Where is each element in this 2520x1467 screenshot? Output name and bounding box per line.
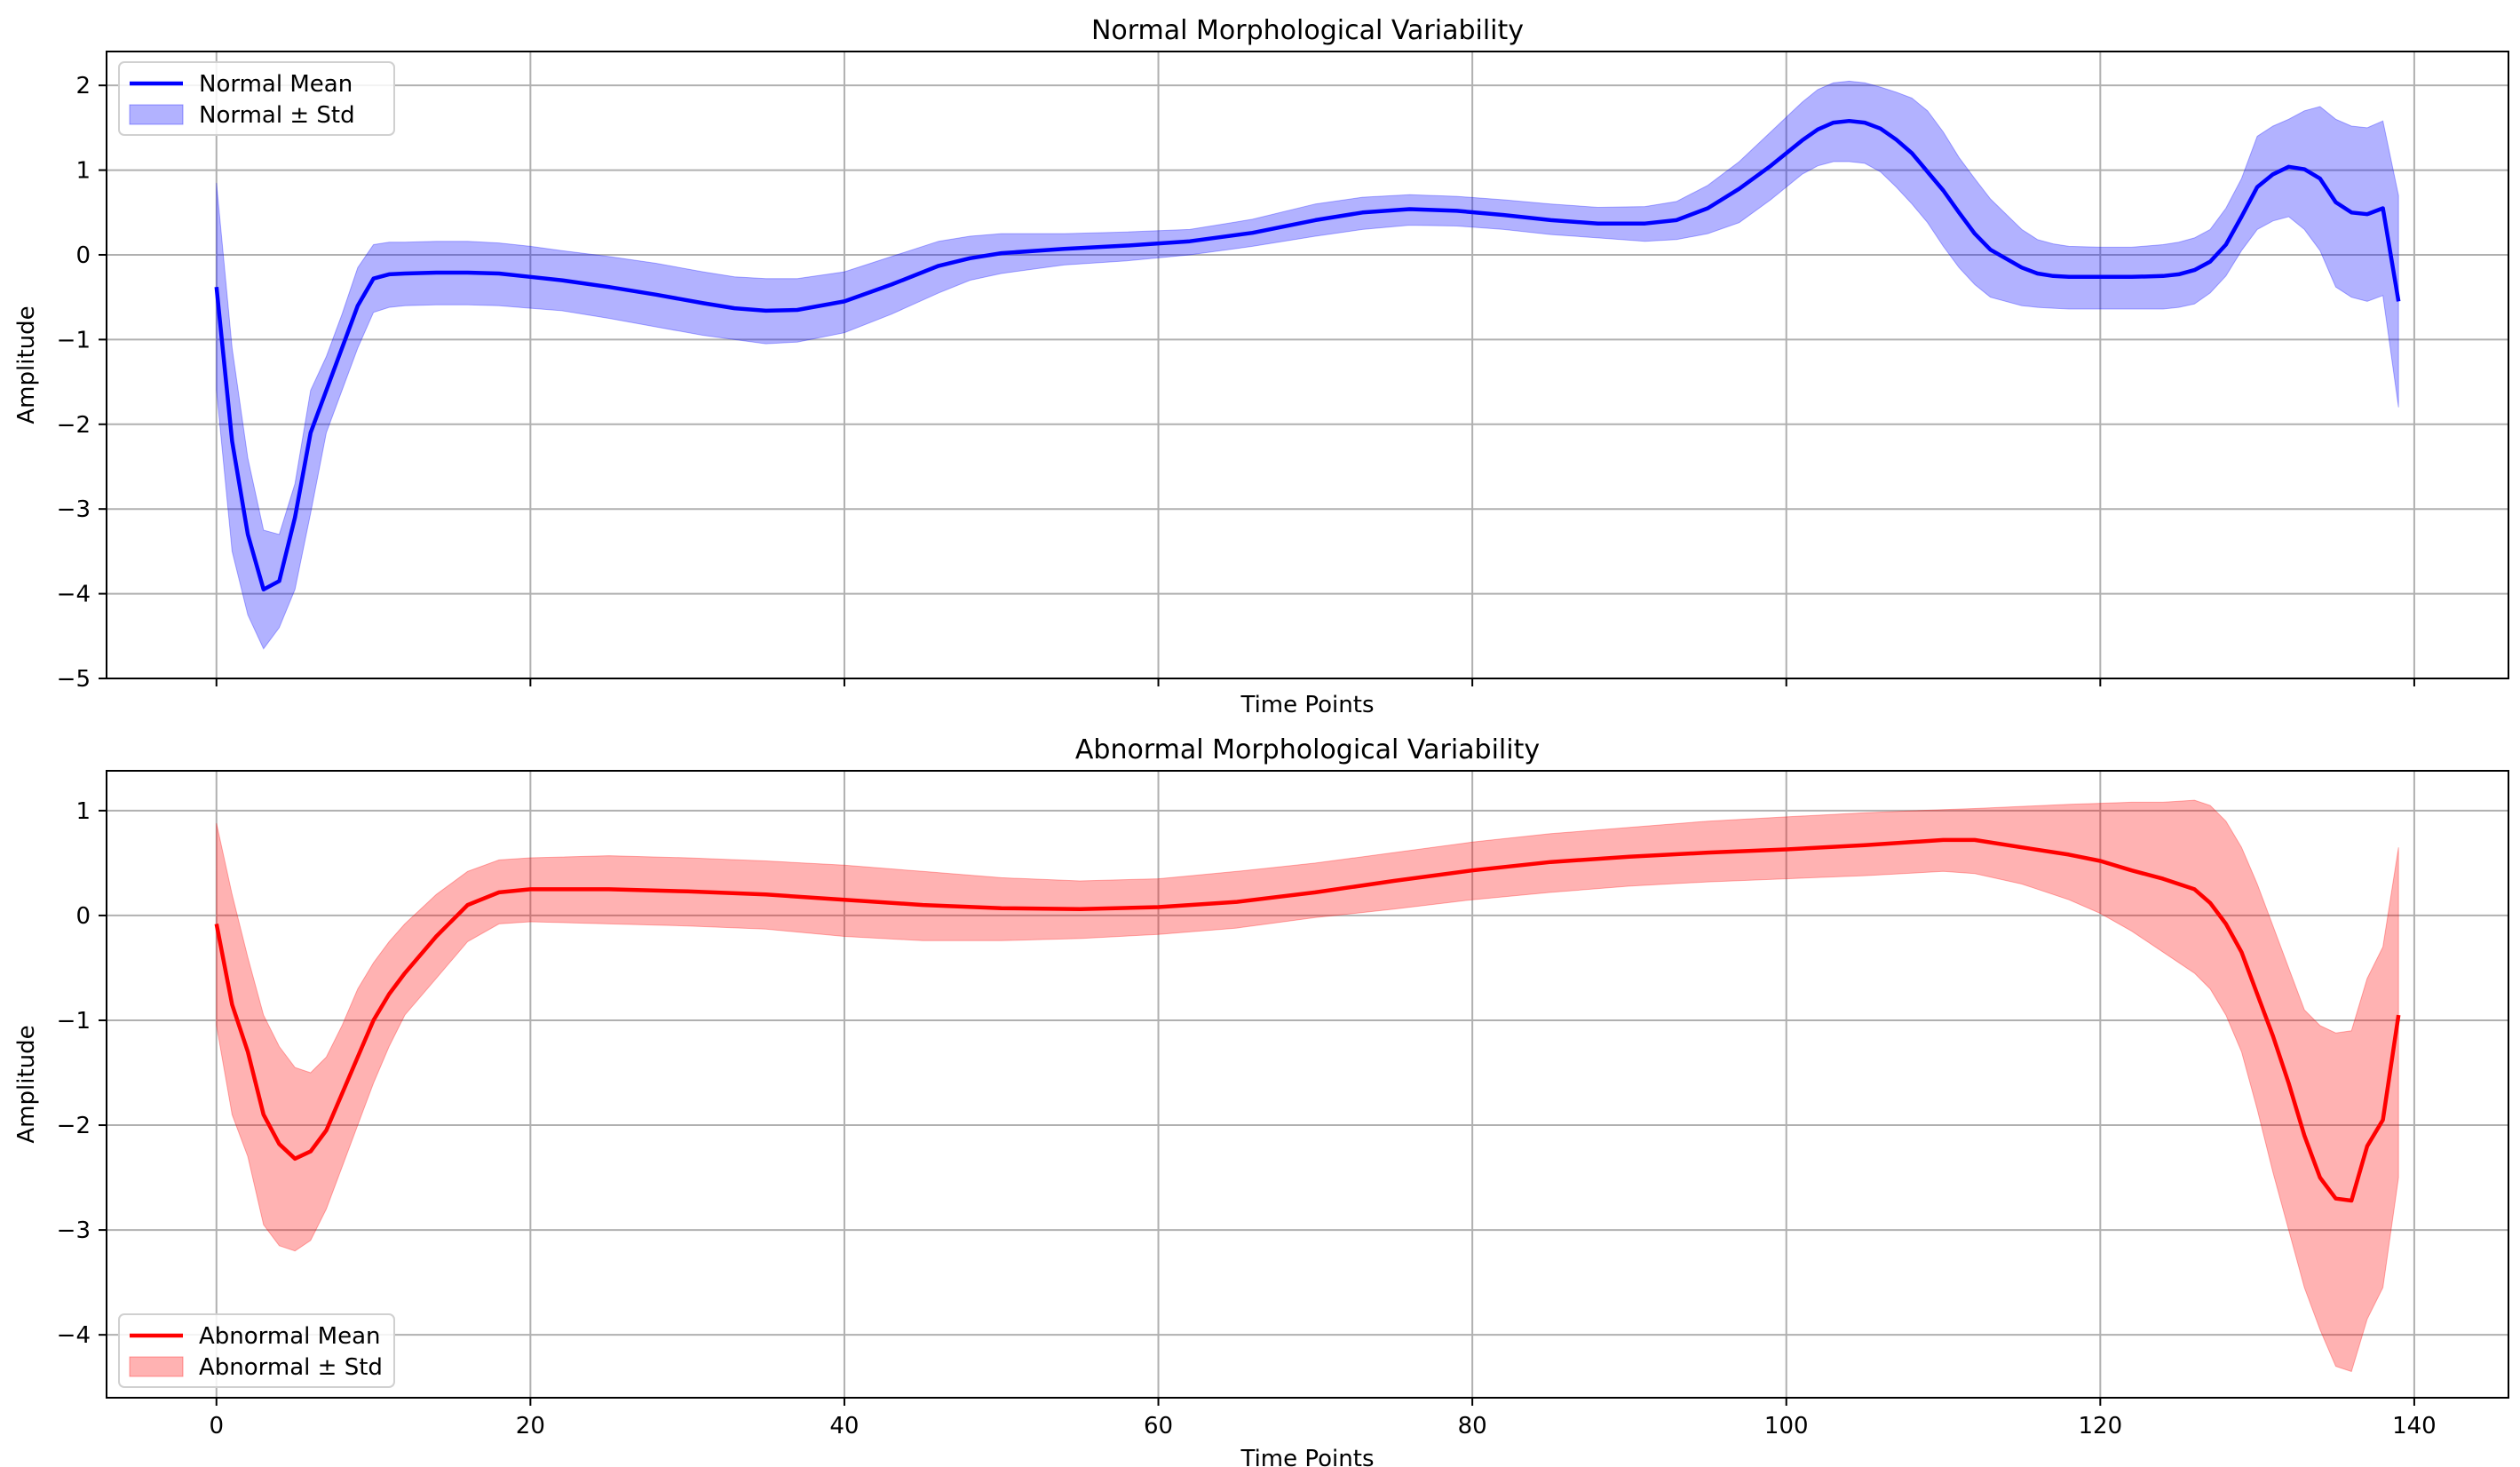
axes-frame (106, 51, 2509, 679)
chart-title: Abnormal Morphological Variability (1075, 734, 1540, 765)
x-tick-label: 40 (829, 1413, 859, 1439)
y-tick-label: −1 (57, 327, 91, 353)
x-tick-label: 140 (2392, 1413, 2437, 1439)
legend: Normal Mean Normal ± Std (118, 61, 395, 136)
x-ticks (215, 678, 2415, 686)
abnormal-std-band (216, 799, 2399, 1373)
x-tick-label: 80 (1458, 1413, 1487, 1439)
normal-std-band (216, 80, 2399, 650)
legend-label-mean: Abnormal Mean (199, 1323, 381, 1350)
x-tick-label: 60 (1144, 1413, 1173, 1439)
legend-box (118, 1313, 395, 1388)
x-ticks: 0 20 40 60 80 100 120 140 (209, 1398, 2437, 1439)
y-tick-label: −3 (57, 496, 91, 523)
abnormal-mean-line (214, 837, 2401, 1203)
x-axis-label: Time Points (1240, 692, 1375, 718)
legend-band-swatch (129, 104, 184, 125)
y-tick-label: 0 (75, 903, 91, 930)
legend-band-swatch (129, 1356, 184, 1377)
y-tick-label: −2 (57, 412, 91, 439)
legend: Abnormal Mean Abnormal ± Std (118, 1313, 395, 1388)
y-axis-label: Amplitude (13, 1025, 40, 1143)
y-tick-label: 2 (75, 73, 91, 99)
y-tick-label: −2 (57, 1113, 91, 1139)
chart-title: Normal Morphological Variability (1091, 15, 1524, 46)
normal-mean-line (214, 118, 2401, 592)
legend-label-std: Normal ± Std (199, 102, 355, 129)
y-ticks: 1 0 −1 −2 −3 −4 (57, 798, 107, 1349)
x-tick-label: 120 (2079, 1413, 2123, 1439)
y-tick-label: 0 (75, 242, 91, 269)
normal-variability-panel: 2 1 0 −1 −2 −3 −4 −5 Normal Morphological Varia… (13, 15, 2509, 718)
legend-label-std: Abnormal ± Std (199, 1354, 383, 1381)
y-tick-label: 1 (75, 158, 91, 185)
y-tick-label: 1 (75, 798, 91, 825)
x-tick-label: 0 (209, 1413, 224, 1439)
y-axis-label: Amplitude (13, 305, 40, 424)
y-tick-label: −3 (57, 1217, 91, 1244)
grid (107, 771, 2508, 1398)
legend-box (118, 61, 395, 136)
abnormal-variability-panel: 0 20 40 60 80 100 120 140 1 0 −1 −2 −3 −4 Abnormal M… (13, 734, 2509, 1467)
y-tick-label: −4 (57, 1322, 91, 1349)
x-axis-label: Time Points (1240, 1446, 1375, 1467)
y-tick-label: −1 (57, 1008, 91, 1035)
legend-label-mean: Normal Mean (199, 71, 353, 98)
axes-frame (106, 770, 2509, 1399)
x-tick-label: 100 (1764, 1413, 1809, 1439)
y-tick-label: −4 (57, 582, 91, 608)
y-tick-label: −5 (57, 666, 91, 693)
x-tick-label: 20 (516, 1413, 545, 1439)
y-ticks: 2 1 0 −1 −2 −3 −4 −5 (57, 73, 107, 693)
grid (107, 52, 2508, 679)
